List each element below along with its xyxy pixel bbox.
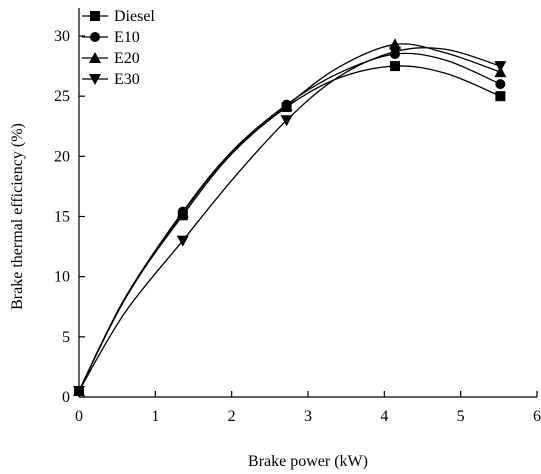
legend-marker-e30 [89,74,101,85]
legend-label-diesel: Diesel [114,8,155,25]
data-point-e30 [389,46,402,58]
legend-label-e20: E20 [114,50,140,67]
y-axis-ticks: 0 5 10 15 20 25 30 [54,28,85,406]
series-line-diesel [78,65,501,392]
legend-item-e10: E10 [82,29,140,46]
series-diesel [74,61,506,396]
data-point-e30 [494,61,507,73]
x-tick-label: 0 [75,408,83,425]
x-tick-label: 4 [380,408,388,425]
axes [78,8,537,398]
data-point-e30 [280,115,293,127]
y-tick-label: 15 [54,209,70,226]
legend-label-e30: E30 [114,71,140,88]
y-tick-label: 30 [54,28,70,45]
y-tick-label: 10 [54,269,70,286]
y-tick-label: 5 [62,329,70,346]
y-tick-label: 25 [54,88,70,105]
x-tick-label: 5 [457,408,465,425]
x-tick-label: 2 [228,408,236,425]
data-point-e10 [495,79,506,90]
data-point-diesel [495,91,506,102]
legend-item-e20: E20 [82,50,140,67]
y-axis-title: Brake thermal efficiency (%) [9,123,26,310]
series-e10 [74,49,506,396]
data-point-e30 [176,235,189,247]
data-point-e30 [73,385,85,397]
x-tick-label: 1 [151,408,159,425]
legend-item-diesel: Diesel [82,8,155,25]
x-tick-label: 6 [533,408,541,425]
plot-area [73,38,507,397]
series-e30 [73,46,507,397]
series-line-e20 [78,43,501,392]
x-tick-label: 3 [304,408,312,425]
legend-marker-e20 [89,52,101,63]
x-axis-title: Brake power (kW) [248,453,368,470]
y-tick-label: 20 [54,148,70,165]
legend-marker-e10 [90,32,100,42]
series-e20 [73,38,507,396]
data-point-e20 [176,206,189,218]
data-point-diesel [390,61,401,72]
legend-item-e30: E30 [82,71,140,88]
legend-label-e10: E10 [114,29,140,46]
y-tick-label: 0 [62,389,70,406]
x-axis-ticks: 0 1 2 3 4 5 6 [75,391,541,425]
legend-marker-diesel [90,11,100,21]
legend: Diesel E10 E20 E30 [82,8,155,88]
data-point-e20 [280,99,293,111]
series-line-e30 [78,47,501,392]
